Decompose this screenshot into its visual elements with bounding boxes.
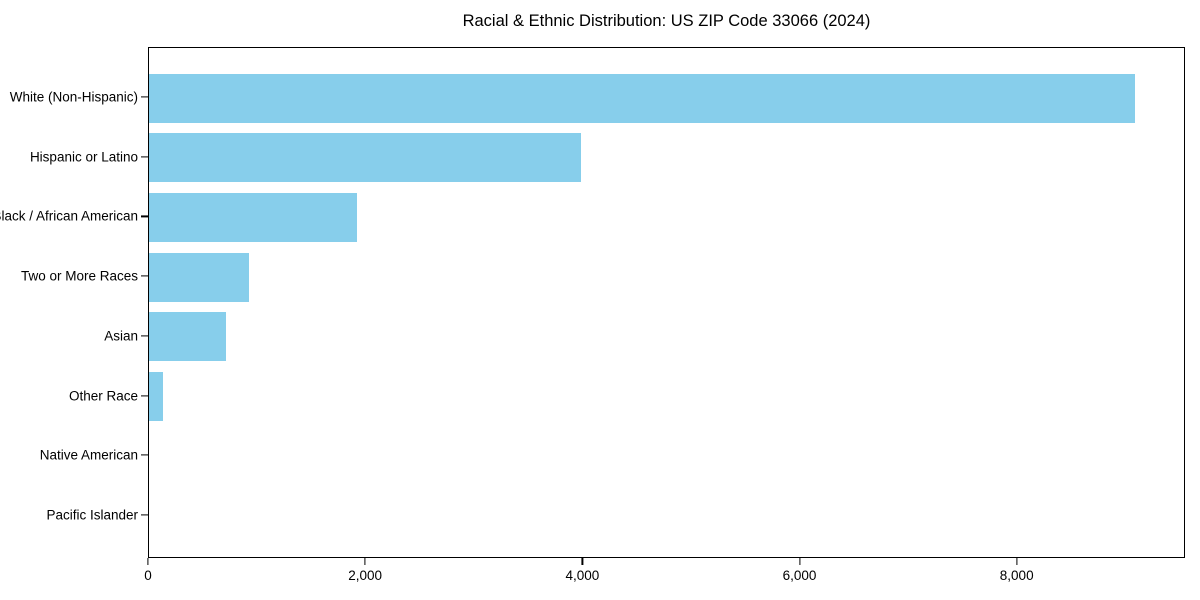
y-axis-label-white-non-hispanic: White (Non-Hispanic) — [9, 89, 138, 105]
y-axis-tick — [141, 215, 148, 218]
y-axis-label-black-african-american: Black / African American — [0, 208, 138, 224]
x-axis-tick — [147, 558, 149, 565]
bar-two-or-more-races — [149, 252, 249, 302]
y-axis-label-pacific-islander: Pacific Islander — [46, 507, 138, 523]
bar-hispanic-or-latino — [149, 133, 582, 183]
chart-title: Racial & Ethnic Distribution: US ZIP Cod… — [462, 12, 871, 30]
y-axis-label-other-race: Other Race — [68, 387, 138, 403]
bar-white-non-hispanic — [149, 73, 1136, 123]
y-axis-tick — [141, 454, 148, 456]
bar-other-race — [149, 372, 164, 422]
y-axis-tick — [141, 335, 148, 337]
y-axis-tick — [141, 96, 148, 98]
bar-asian — [149, 312, 226, 362]
x-axis-tick — [798, 558, 801, 565]
x-axis-tick-label: 0 — [144, 568, 152, 583]
y-axis-label-asian: Asian — [104, 328, 138, 344]
x-axis-tick — [581, 558, 583, 565]
x-axis-tick-label: 8,000 — [999, 568, 1034, 583]
y-axis-label-two-or-more-races: Two or More Races — [20, 268, 138, 284]
x-axis-tick-label: 4,000 — [565, 568, 600, 583]
plot-area — [148, 47, 1185, 558]
y-axis-tick — [141, 394, 148, 397]
y-axis-tick — [141, 275, 148, 277]
y-axis-label-hispanic-or-latino: Hispanic or Latino — [29, 148, 138, 164]
y-axis-tick — [141, 514, 148, 516]
x-axis-tick-label: 6,000 — [782, 568, 817, 583]
y-axis-label-native-american: Native American — [39, 447, 138, 463]
x-axis-tick — [364, 558, 366, 565]
x-axis-tick — [1016, 558, 1018, 565]
y-axis-tick — [141, 156, 148, 158]
bar-black-african-american — [149, 192, 358, 242]
x-axis-tick-label: 2,000 — [348, 568, 383, 583]
